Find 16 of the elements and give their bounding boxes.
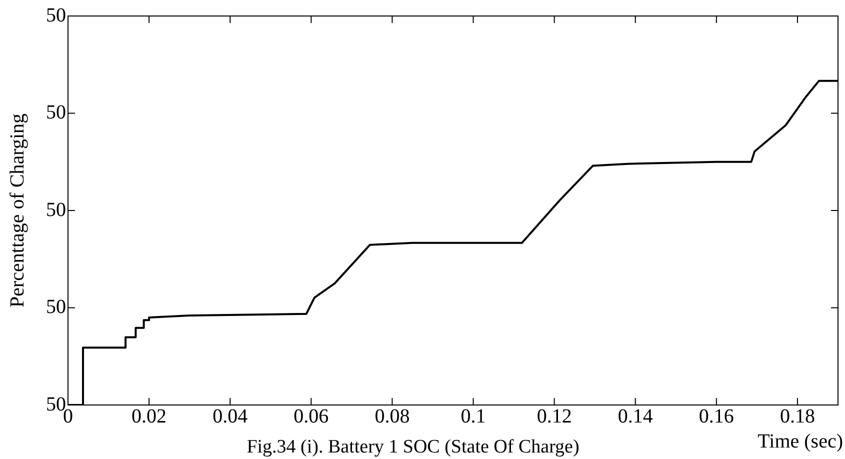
text: 50 (46, 198, 66, 221)
text: 50 (46, 102, 66, 124)
x-tick-label: 0.08 (374, 405, 410, 428)
caption: Fig.34 (i). Battery 1 SOC (State Of Charge) (246, 436, 580, 458)
x-axis-title: Time (sec) (758, 430, 843, 452)
x-tick-label: 0.14 (618, 405, 653, 428)
x-tick-label: 0.06 (294, 405, 329, 428)
x-tick-label: 0.12 (536, 405, 572, 428)
text: 50 (46, 4, 66, 26)
x-tick-label: 0.04 (212, 405, 248, 428)
text: 50 (46, 296, 66, 318)
x-tick-label: 0.18 (780, 405, 815, 428)
x-tick-label: 0.16 (698, 405, 734, 428)
x-tick-label: 0.02 (132, 405, 167, 428)
y-axis-title: Percenttage of Charging (6, 113, 28, 308)
x-tick-label: 0.1 (460, 405, 486, 428)
